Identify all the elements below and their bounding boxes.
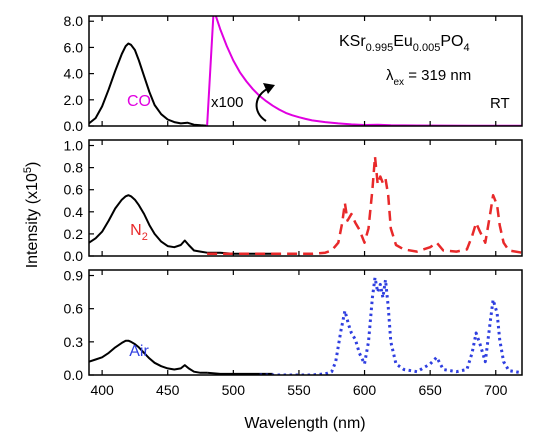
formula-sub-1: 0.995: [366, 42, 394, 54]
formula-base: KSr: [339, 33, 366, 50]
y-tick-label-0-3: 2.0: [64, 92, 84, 108]
panel-frame-0: [88, 15, 523, 127]
formula-label: KSr0.995Eu0.005PO4: [339, 33, 470, 54]
x-axis-title: Wavelength (nm): [244, 415, 365, 432]
x-tick-label-2: 500: [222, 382, 246, 398]
y-tick-label-0-0: 8.0: [64, 13, 84, 29]
series-line-2-2: [259, 276, 522, 375]
y-axis-title-sup: 5: [22, 167, 34, 173]
panel-frame-2: [88, 269, 523, 376]
x-tick-label-3: 550: [287, 382, 311, 398]
panel-label-0: CO: [127, 93, 151, 110]
scale-arrow-head: [263, 83, 275, 94]
series-line-1-0: [89, 194, 208, 254]
y-tick-label-1-1: 0.8: [64, 160, 84, 176]
y-axis-title-main: Intensity (x10: [24, 173, 41, 268]
x-tick-label-1: 450: [156, 382, 180, 398]
excitation-label: λex = 319 nm: [386, 67, 471, 88]
series-line-0-0: [89, 42, 208, 126]
panel-frame-1: [88, 139, 523, 257]
y-axis-title-end: ): [24, 162, 41, 167]
y-tick-label-0-1: 6.0: [64, 39, 84, 55]
scale-arrow: [255, 87, 270, 122]
y-tick-label-0-2: 4.0: [64, 66, 84, 82]
scale-note: x100: [211, 94, 244, 111]
temperature-label: RT: [490, 95, 510, 112]
y-tick-label-1-2: 0.6: [64, 182, 84, 198]
x-tick-label-6: 700: [484, 382, 508, 398]
formula-sub-3: 4: [463, 42, 469, 54]
panel-label-2: Air: [129, 343, 149, 360]
formula-europium: Eu: [393, 33, 413, 50]
plot-layer: 8.0 6.0 4.0 2.0 0.0 CO 1.0 0.8 0.6 0.4 0.2 0.0 N2 0.9…: [64, 13, 523, 398]
y-tick-label-1-0: 1.0: [64, 138, 84, 154]
y-tick-label-2-0: 0.9: [64, 268, 84, 284]
series-line-1-2: [207, 155, 522, 256]
y-tick-label-2-1: 0.6: [64, 301, 84, 317]
y-axis-title: Intensity (x105): [22, 162, 41, 269]
y-tick-label-2-2: 0.3: [64, 334, 84, 350]
y-tick-label-1-3: 0.4: [64, 204, 84, 220]
series-line-2-0: [89, 339, 208, 374]
panel-label-text-0: CO: [127, 93, 151, 110]
panel-label-sub-1: 2: [142, 231, 148, 243]
lambda-sub: ex: [394, 77, 405, 88]
panel-label-text-2: Air: [129, 343, 149, 360]
formula-phosphate: PO: [440, 33, 463, 50]
panel-label-text-1: N: [130, 222, 142, 239]
y-tick-label-2-3: 0.0: [64, 367, 84, 383]
x-tick-label-5: 650: [418, 382, 442, 398]
y-tick-label-1-5: 0.0: [64, 248, 84, 264]
lambda-symbol: λ: [386, 67, 394, 84]
x-tick-label-4: 600: [353, 382, 377, 398]
excitation-value: = 319 nm: [404, 67, 471, 84]
panel-label-1: N2: [130, 222, 148, 243]
series-line-0-1: [206, 16, 522, 126]
series-line-2-1: [207, 371, 273, 375]
formula-sub-2: 0.005: [413, 42, 441, 54]
y-tick-label-1-4: 0.2: [64, 226, 84, 242]
x-tick-label-0: 400: [90, 382, 114, 398]
y-tick-label-0-4: 0.0: [64, 118, 84, 134]
